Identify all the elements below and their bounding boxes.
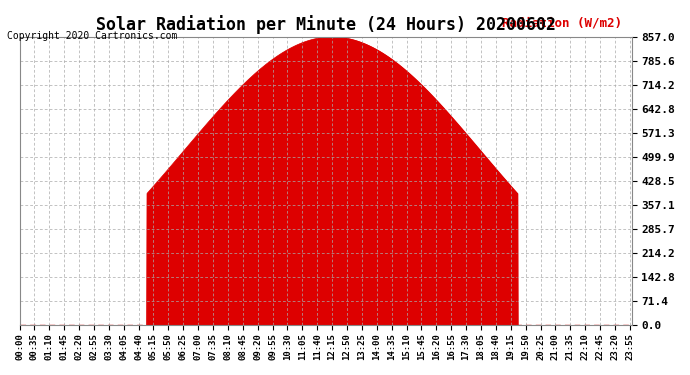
Title: Solar Radiation per Minute (24 Hours) 20200602: Solar Radiation per Minute (24 Hours) 20… bbox=[95, 15, 555, 34]
Text: Radiation (W/m2): Radiation (W/m2) bbox=[502, 17, 622, 30]
Text: Copyright 2020 Cartronics.com: Copyright 2020 Cartronics.com bbox=[7, 32, 177, 41]
